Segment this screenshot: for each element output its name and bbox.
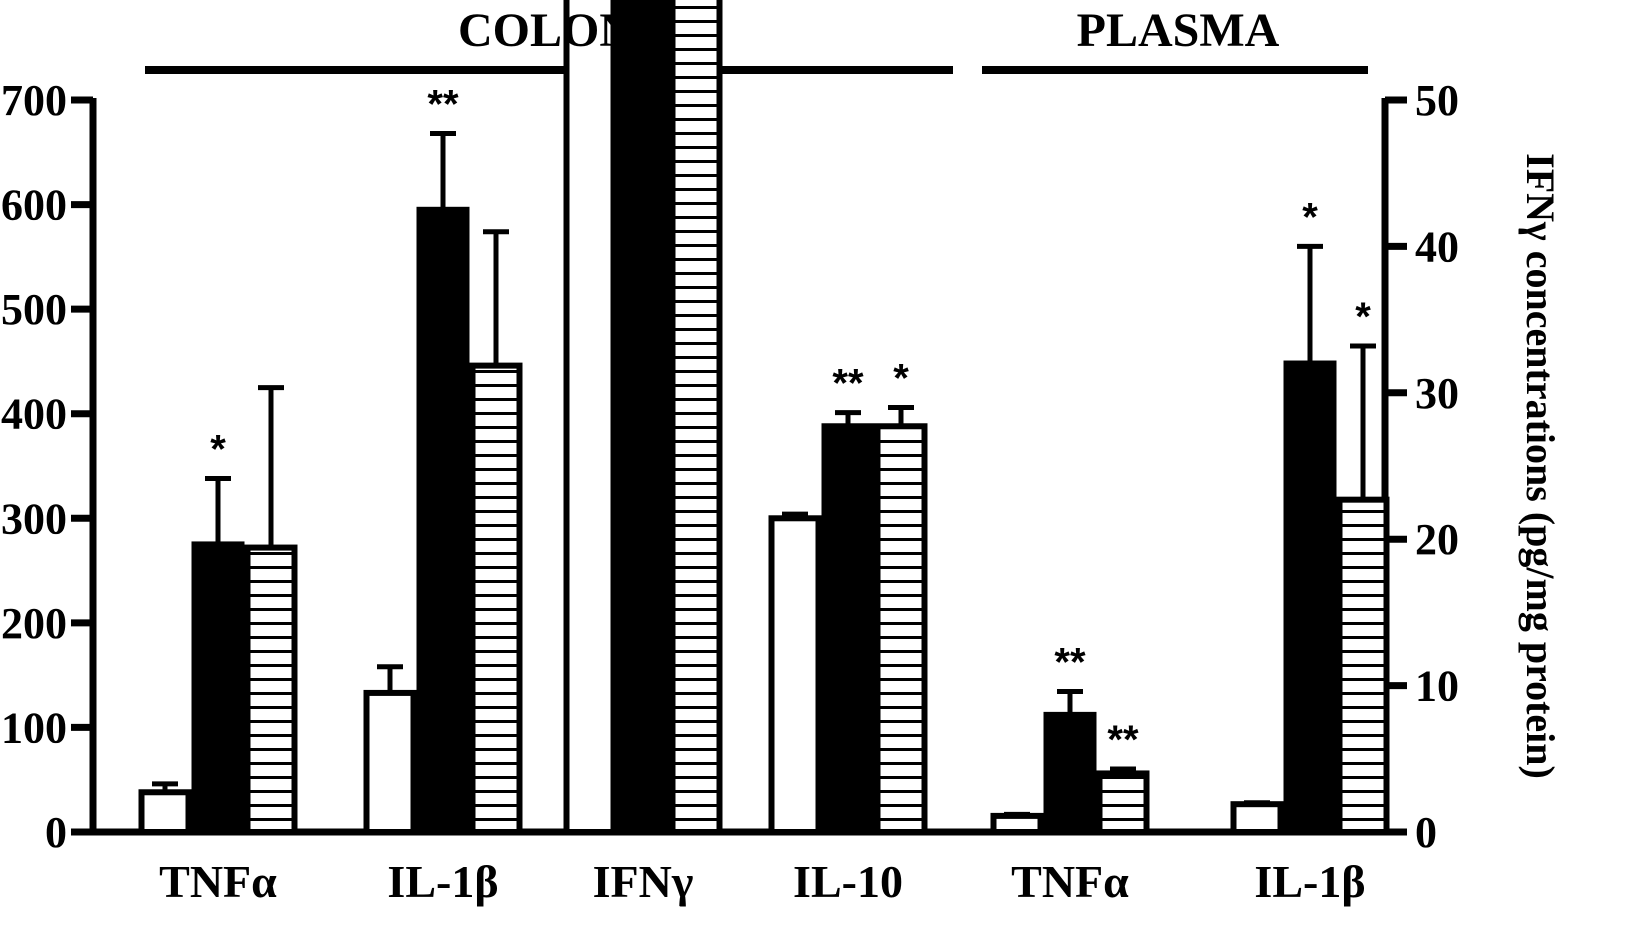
bar-black: [1283, 360, 1337, 835]
bar-black: [191, 541, 245, 836]
category-label: IFNγ: [593, 856, 694, 907]
group-label: PLASMA: [1077, 4, 1280, 57]
group-label: COLON: [458, 4, 634, 57]
significance-marker: **: [1107, 718, 1139, 762]
bar-black: [616, 0, 670, 835]
right-tick-label: 20: [1415, 515, 1459, 564]
significance-marker: **: [1054, 640, 1086, 684]
category-label: IL-10: [793, 856, 903, 907]
labels-layer: 0 100 200 300 400 500 600 700 0 10 20 30 40 50 IFNγ co…: [1, 4, 1563, 907]
significance-marker: **: [832, 362, 864, 406]
right-tick-label: 10: [1415, 662, 1459, 711]
left-tick-label: 200: [1, 599, 67, 648]
bar-striped: [469, 362, 523, 835]
bar-striped: [874, 423, 928, 835]
category-label: TNFα: [159, 856, 277, 907]
bar-striped: [1336, 496, 1390, 835]
right-tick-label: 30: [1415, 369, 1459, 418]
bar-white: [563, 0, 617, 835]
left-tick-label: 300: [1, 494, 67, 543]
right-tick-label: 0: [1415, 808, 1437, 857]
left-tick-label: 400: [1, 390, 67, 439]
left-tick-label: 500: [1, 285, 67, 334]
bar-black: [821, 423, 875, 835]
bar-white: [1230, 801, 1284, 836]
category-label: IL-1β: [1254, 856, 1365, 907]
right-axis-label: IFNγ concentrations (pg/mg protein): [1518, 153, 1563, 779]
left-tick-label: 0: [45, 808, 67, 857]
category-label: TNFα: [1011, 856, 1129, 907]
category-label: IL-1β: [387, 856, 498, 907]
left-tick-label: 700: [1, 76, 67, 125]
left-tick-label: 100: [1, 703, 67, 752]
significance-marker: *: [1302, 195, 1318, 239]
significance-marker: *: [210, 428, 226, 472]
left-tick-label: 600: [1, 181, 67, 230]
right-tick-label: 40: [1415, 222, 1459, 271]
bar-white: [138, 789, 192, 836]
bar-striped: [1096, 770, 1150, 836]
bar-striped: [669, 0, 723, 835]
significance-marker: **: [427, 82, 459, 126]
bar-white: [768, 515, 822, 835]
bar-striped: [244, 544, 298, 836]
bar-black: [416, 206, 470, 836]
bars-layer: [138, 0, 1390, 836]
right-tick-label: 50: [1415, 76, 1459, 125]
bar-white: [363, 689, 417, 835]
bar-white: [990, 812, 1044, 835]
bar-black: [1043, 711, 1097, 836]
significance-marker: *: [893, 356, 909, 400]
significance-marker: *: [1355, 295, 1371, 339]
